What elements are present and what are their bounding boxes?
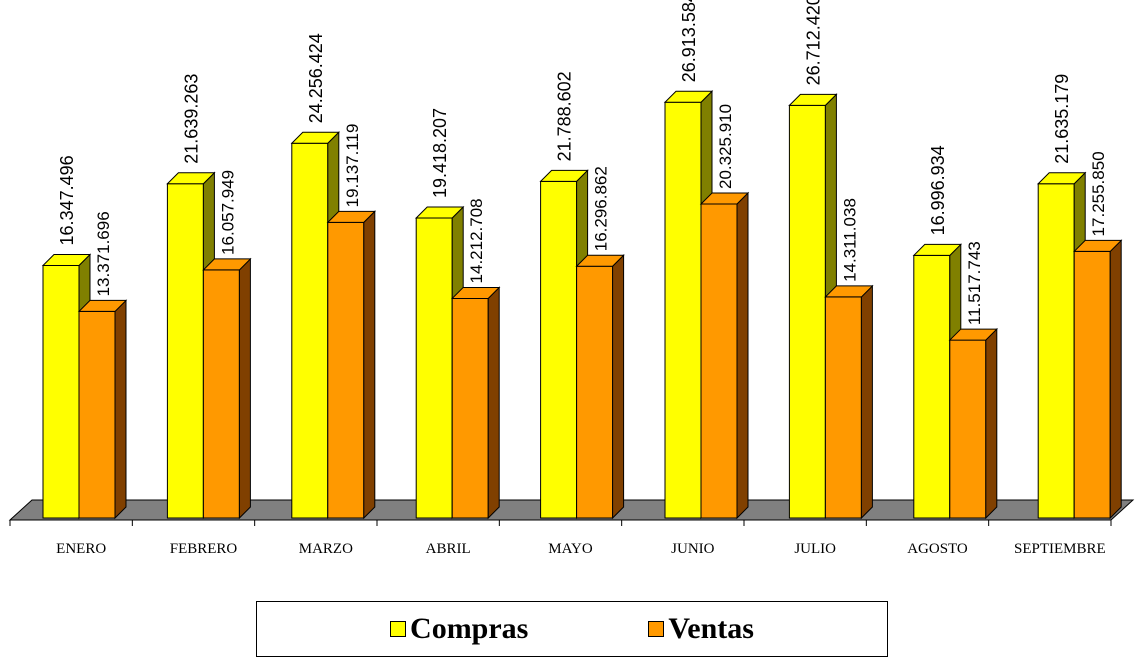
bar-ventas-julio-top	[824, 285, 874, 298]
bar-ventas-febrero-top	[202, 258, 252, 271]
category-label-septiembre: SEPTIEMBRE	[1014, 541, 1106, 557]
bar-compras-mayo-top	[539, 169, 589, 182]
bar-ventas-septiembre-side	[1109, 239, 1122, 520]
data-label-ventas-febrero: 16.057.949	[218, 170, 237, 255]
data-label-compras-junio: 26.913.584	[679, 0, 699, 82]
legend: Compras Ventas	[256, 601, 888, 657]
data-label-compras-enero: 16.347.496	[57, 155, 77, 245]
bar-compras-agosto-front	[913, 254, 951, 519]
bar-ventas-septiembre	[1072, 239, 1123, 520]
bar-compras-julio-top	[788, 93, 838, 106]
bar-ventas-abril-side	[487, 286, 500, 520]
bar-compras-junio-front	[664, 101, 702, 519]
bar-ventas-junio-front	[700, 203, 738, 519]
data-label-ventas-enero: 13.371.696	[94, 211, 113, 296]
data-label-compras-agosto: 16.996.934	[928, 145, 948, 235]
legend-label-ventas: Ventas	[668, 612, 754, 645]
category-label-junio: JUNIO	[671, 541, 714, 557]
data-label-ventas-mayo: 16.296.862	[592, 166, 611, 251]
bar-ventas-agosto-front	[949, 339, 987, 519]
data-label-ventas-agosto: 11.517.743	[965, 241, 984, 325]
bar-ventas-enero-top	[77, 299, 128, 312]
bar-ventas-mayo-top	[575, 254, 625, 267]
bar-ventas-mayo-front	[576, 265, 614, 519]
bar-ventas-junio	[699, 191, 750, 520]
bar-ventas-abril-top	[450, 286, 501, 299]
bar-compras-enero-front	[42, 264, 80, 519]
data-label-compras-marzo: 24.256.424	[306, 33, 326, 123]
bar-chart-3d: 16.347.496 13.371.696 ENERO 21.639.263 16.05…	[8, 0, 1135, 557]
bar-compras-marzo-top	[290, 131, 341, 144]
legend-swatch-compras	[390, 621, 407, 637]
bar-compras-febrero-top	[166, 172, 216, 185]
legend-entry-ventas: Ventas	[648, 612, 754, 646]
category-label-julio: JULIO	[794, 541, 836, 557]
bar-ventas-agosto	[948, 327, 999, 520]
bar-ventas-enero-side	[114, 299, 127, 520]
bar-ventas-febrero	[202, 257, 252, 520]
legend-entry-compras: Compras	[390, 612, 528, 646]
bar-ventas-julio-side	[860, 284, 873, 520]
bar-ventas-mayo-side	[612, 254, 625, 520]
bar-compras-enero-top	[41, 253, 92, 266]
category-label-abril: ABRIL	[426, 541, 471, 557]
bar-compras-abril-top	[414, 206, 465, 219]
bar-compras-septiembre-front	[1037, 183, 1075, 519]
data-label-compras-febrero: 21.639.263	[181, 74, 201, 164]
bar-compras-julio-front	[788, 104, 826, 519]
bar-ventas-marzo-side	[363, 210, 376, 520]
data-label-ventas-marzo: 19.137.119	[343, 124, 362, 208]
data-label-compras-septiembre: 21.635.179	[1052, 74, 1072, 164]
category-label-agosto: AGOSTO	[907, 541, 968, 557]
data-label-compras-julio: 26.712.420	[803, 0, 823, 85]
bar-ventas-junio-side	[736, 191, 749, 520]
category-label-febrero: FEBRERO	[170, 541, 238, 557]
bar-ventas-agosto-top	[948, 328, 999, 341]
bar-ventas-marzo-top	[326, 210, 377, 223]
bar-ventas-enero	[77, 299, 128, 520]
data-label-ventas-junio: 20.325.910	[716, 104, 735, 189]
bar-ventas-septiembre-top	[1072, 239, 1123, 252]
bar-compras-marzo-front	[291, 142, 329, 519]
bar-ventas-septiembre-front	[1073, 250, 1111, 519]
bar-ventas-julio-front	[824, 296, 862, 519]
bar-ventas-marzo-front	[327, 221, 365, 519]
bar-compras-abril-front	[415, 217, 453, 519]
bar-compras-septiembre-top	[1036, 172, 1087, 185]
bar-compras-junio-top	[663, 90, 714, 103]
bar-ventas-agosto-side	[985, 327, 998, 520]
data-label-ventas-abril: 14.212.708	[467, 198, 486, 283]
bar-ventas-julio	[824, 284, 874, 520]
bar-compras-agosto-top	[912, 243, 963, 256]
bar-ventas-junio-top	[699, 192, 750, 205]
category-label-enero: ENERO	[56, 541, 106, 557]
data-label-compras-abril: 19.418.207	[430, 108, 450, 198]
bar-ventas-enero-front	[78, 310, 116, 519]
category-label-mayo: MAYO	[548, 541, 593, 557]
bar-ventas-abril-front	[451, 297, 489, 519]
bar-ventas-abril	[450, 286, 501, 520]
bar-ventas-febrero-side	[238, 257, 251, 520]
data-label-compras-mayo: 21.788.602	[555, 71, 575, 161]
bar-compras-febrero-front	[166, 183, 204, 519]
bar-ventas-febrero-front	[202, 269, 240, 519]
bar-compras-mayo-front	[540, 180, 578, 519]
data-label-ventas-septiembre: 17.255.850	[1089, 151, 1108, 236]
category-label-marzo: MARZO	[299, 541, 353, 557]
bar-compras-mayo	[539, 169, 589, 520]
bar-ventas-mayo	[575, 254, 625, 520]
legend-swatch-ventas	[648, 621, 665, 637]
bar-compras-marzo	[290, 131, 341, 520]
data-label-ventas-julio: 14.311.038	[840, 198, 859, 282]
bar-ventas-marzo	[326, 210, 377, 520]
legend-label-compras: Compras	[410, 612, 529, 645]
